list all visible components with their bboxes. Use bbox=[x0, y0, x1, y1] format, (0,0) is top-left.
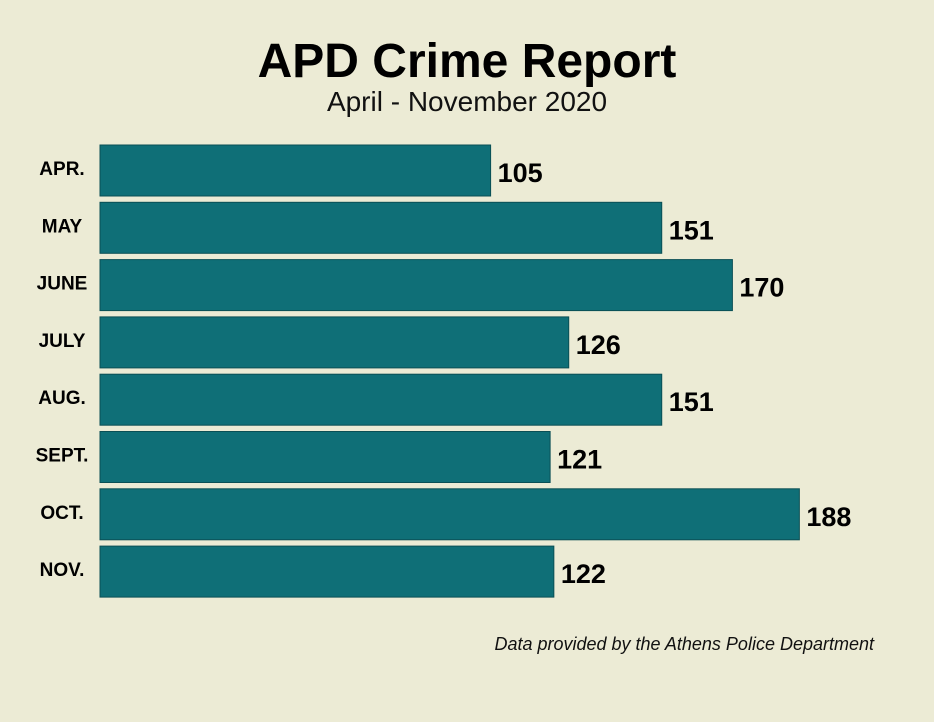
bar-7 bbox=[99, 488, 800, 541]
value-label-5: 151 bbox=[669, 387, 714, 417]
value-label-8: 122 bbox=[561, 559, 606, 589]
value-label-7: 188 bbox=[806, 502, 851, 532]
chart-subtitle: April - November 2020 bbox=[326, 86, 608, 117]
bar-1 bbox=[99, 144, 492, 197]
category-label-7: OCT. bbox=[40, 503, 83, 524]
chart-title: APD Crime Report bbox=[257, 35, 677, 88]
value-label-1: 105 bbox=[498, 158, 543, 188]
category-label-8: NOV. bbox=[40, 560, 85, 581]
bar-4 bbox=[99, 316, 570, 369]
value-label-3: 170 bbox=[739, 273, 784, 303]
bar-3 bbox=[99, 259, 733, 312]
bar-8 bbox=[99, 545, 555, 598]
category-label-4: JULY bbox=[39, 331, 86, 352]
category-label-5: AUG. bbox=[38, 388, 86, 409]
value-label-2: 151 bbox=[669, 215, 714, 245]
category-label-1: APR. bbox=[39, 159, 84, 180]
bar-6 bbox=[99, 431, 551, 483]
category-label-6: SEPT. bbox=[36, 446, 89, 467]
bar-2 bbox=[99, 201, 663, 254]
value-label-6: 121 bbox=[557, 445, 602, 475]
value-label-4: 126 bbox=[576, 330, 621, 360]
source-note: Data provided by the Athens Police Depar… bbox=[494, 634, 874, 654]
category-label-2: MAY bbox=[42, 216, 83, 237]
bar-5 bbox=[99, 373, 663, 426]
category-label-3: JUNE bbox=[37, 274, 88, 295]
